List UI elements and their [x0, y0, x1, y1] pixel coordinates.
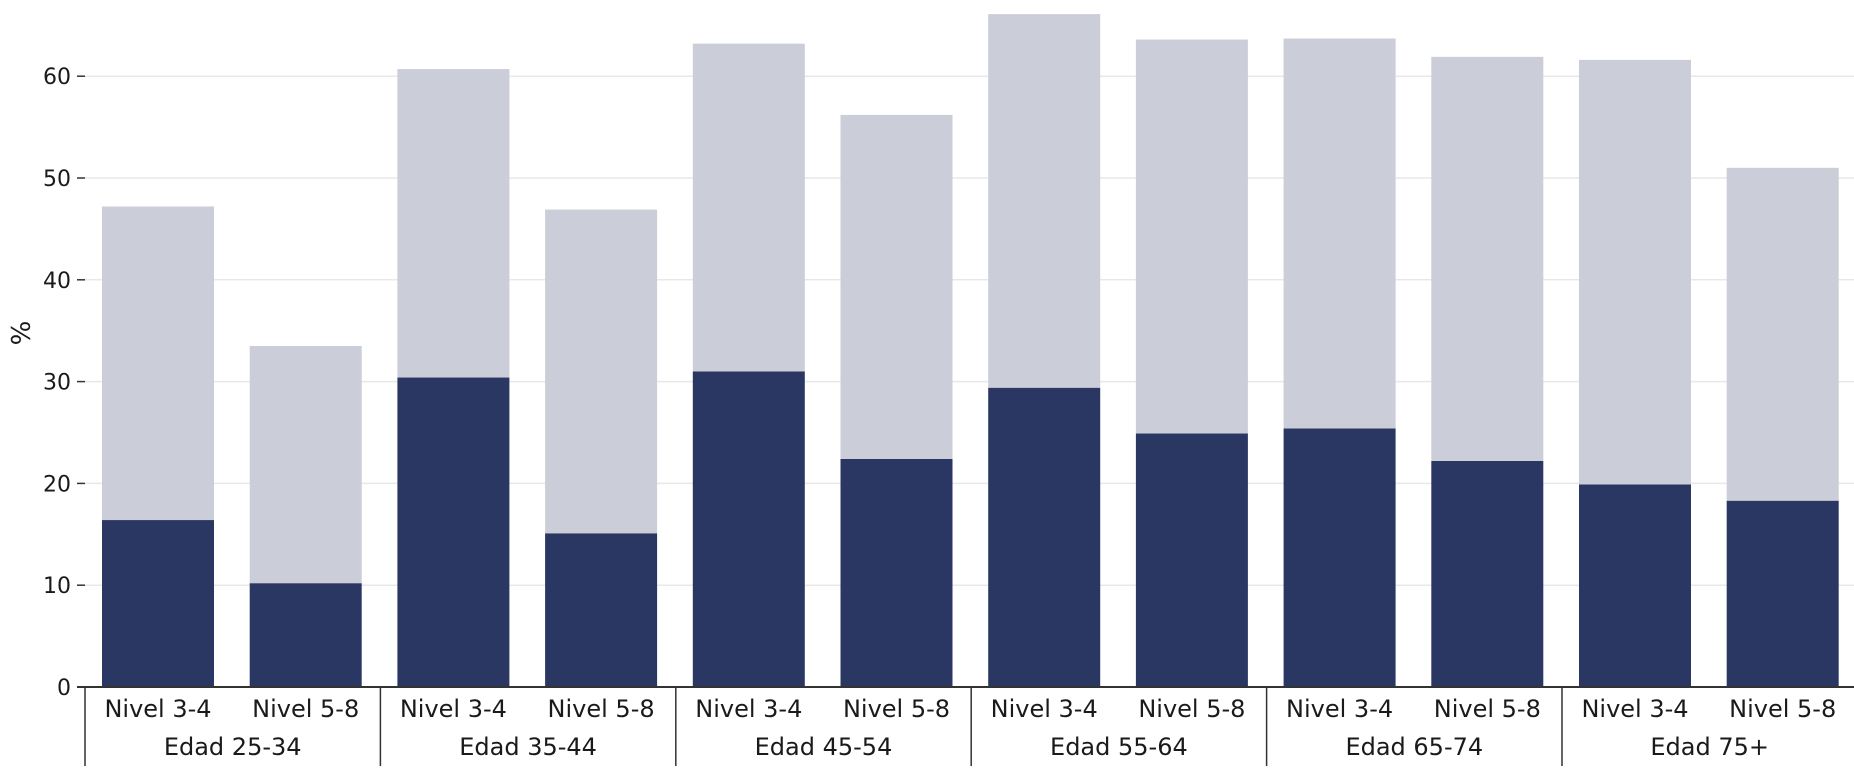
x-category-label: Nivel 3-4	[695, 695, 802, 723]
bar-segment-dark	[1579, 484, 1691, 687]
y-tick-label: 10	[43, 574, 71, 599]
x-category-label: Nivel 5-8	[252, 695, 359, 723]
bar-segment-light	[249, 345, 362, 584]
x-category-label: Nivel 5-8	[1729, 695, 1836, 723]
y-tick-label: 50	[43, 167, 71, 192]
bar-segment-light	[1579, 59, 1691, 485]
x-category-label: Nivel 5-8	[1434, 695, 1541, 723]
x-axis: Nivel 3-4 Nivel 5-8 Nivel 3-4 Nivel 5-8 Nive…	[77, 686, 1854, 766]
x-category-label: Nivel 5-8	[1138, 695, 1245, 723]
bar-segment-light	[1726, 167, 1839, 501]
y-tick-label: 30	[43, 371, 71, 396]
bar-segment-dark	[840, 458, 953, 687]
y-axis: 0 10 20 30 40 50 60	[43, 65, 85, 701]
bar-segment-light	[545, 209, 658, 534]
x-category-label: Nivel 3-4	[1581, 695, 1688, 723]
x-category-label: Nivel 3-4	[1286, 695, 1393, 723]
y-tick-label: 20	[43, 472, 71, 497]
bar-segment-dark	[1431, 461, 1544, 687]
y-tick-label: 40	[43, 269, 71, 294]
bar-segment-dark	[692, 371, 805, 687]
bar-segment-light	[1135, 39, 1248, 434]
gridlines	[85, 75, 1854, 586]
bar-segment-light	[1431, 56, 1544, 462]
bar-segment-light	[102, 206, 214, 521]
x-group-label: Edad 65-74	[1345, 733, 1483, 761]
bar-segment-dark	[397, 377, 510, 687]
x-category-label: Nivel 5-8	[548, 695, 655, 723]
bar-segment-dark	[988, 387, 1101, 687]
bar-segment-light	[1283, 38, 1396, 429]
y-tick-label: 60	[43, 65, 71, 90]
bar-segment-dark	[249, 583, 362, 687]
x-group-label: Edad 25-34	[164, 733, 302, 761]
x-category-label: Nivel 3-4	[104, 695, 211, 723]
x-group-label: Edad 45-54	[755, 733, 893, 761]
bars	[102, 14, 1839, 687]
x-group-label: Edad 55-64	[1050, 733, 1188, 761]
bar-segment-light	[840, 114, 953, 459]
bar-segment-dark	[1726, 500, 1839, 687]
bar-segment-dark	[1135, 433, 1248, 687]
bar-segment-light	[692, 43, 805, 372]
bar-segment-light	[397, 69, 510, 378]
x-category-label: Nivel 5-8	[843, 695, 950, 723]
bar-segment-dark	[1283, 428, 1396, 687]
x-group-label: Edad 75+	[1650, 733, 1769, 761]
y-tick-label: 0	[57, 676, 71, 701]
bar-segment-dark	[545, 533, 658, 687]
x-group-label: Edad 35-44	[459, 733, 597, 761]
x-category-label: Nivel 3-4	[400, 695, 507, 723]
bar-segment-light	[988, 14, 1101, 388]
y-axis-label: %	[7, 321, 37, 346]
bar-segment-dark	[102, 520, 214, 687]
x-category-label: Nivel 3-4	[991, 695, 1098, 723]
